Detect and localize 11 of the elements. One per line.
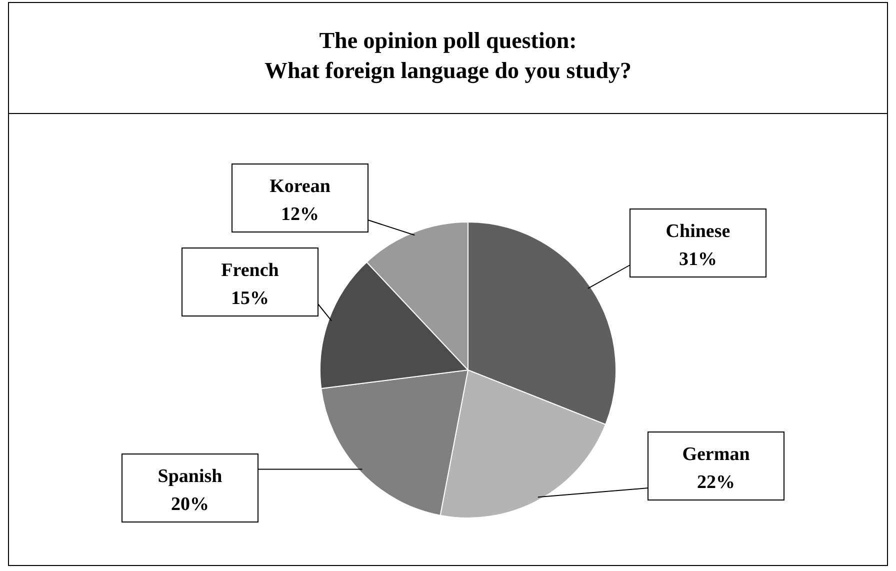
slice-label: French [221, 260, 280, 281]
chart-title: The opinion poll question: What foreign language do you study? [264, 28, 632, 84]
data-label: 12% [281, 204, 319, 225]
slice-label: Spanish [158, 466, 223, 487]
slice-label: German [682, 444, 750, 465]
data-label: 20% [171, 494, 209, 515]
slice-label: Chinese [666, 221, 730, 242]
data-label: 22% [697, 472, 735, 493]
slice-label: Korean [270, 176, 331, 197]
data-label: 31% [679, 249, 717, 270]
data-label: 15% [231, 288, 269, 309]
